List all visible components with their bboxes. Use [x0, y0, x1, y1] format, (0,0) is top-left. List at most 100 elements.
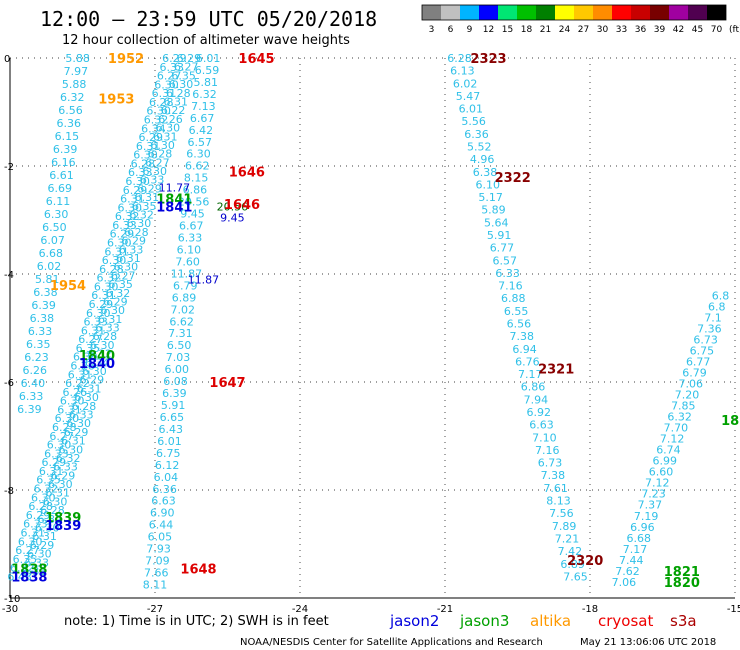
swh-value: 6.02 — [37, 260, 62, 273]
swh-value: 6.30 — [118, 201, 143, 214]
swh-value: 7.60 — [175, 255, 200, 268]
swh-value: 6.02 — [453, 77, 478, 90]
colorbar-swatch — [669, 5, 688, 20]
swh-value: 6.63 — [151, 495, 176, 508]
swh-value: 6.31 — [120, 193, 145, 206]
swh-value: 6.00 — [165, 363, 190, 376]
swh-value: 6.33 — [159, 61, 184, 74]
swh-value: 5.56 — [461, 115, 486, 128]
time-label: 2320 — [567, 554, 603, 569]
swh-value: 6.33 — [25, 556, 50, 569]
swh-value: 7.17 — [623, 543, 648, 556]
swh-value: 6.11 — [46, 195, 71, 208]
swh-value: 6.29 — [80, 374, 105, 387]
swh-value: 6.73 — [693, 334, 718, 347]
swh-value: 6.50 — [167, 339, 192, 352]
time-label: 1646 — [224, 198, 260, 213]
swh-value: 6.33 — [53, 461, 78, 474]
swh-value: 6.43 — [7, 570, 32, 583]
swh-value: 6.30 — [60, 395, 85, 408]
swh-value: 6.38 — [473, 166, 498, 179]
y-tick-label: 0 — [4, 54, 10, 65]
swh-value: 6.67 — [190, 112, 215, 125]
colorbar-swatch — [650, 5, 669, 20]
swh-value: 6.35 — [13, 553, 38, 566]
time-label: 1953 — [98, 93, 134, 108]
swh-value: 7.42 — [558, 545, 583, 558]
swh-value: 6.27 — [78, 333, 103, 346]
colorbar-swatch — [479, 5, 498, 20]
swh-value: 6.30 — [55, 412, 80, 425]
swh-value: 6.30 — [47, 439, 72, 452]
swh-value: 7.97 — [64, 65, 89, 78]
swh-value: 6.57 — [493, 254, 518, 267]
time-label: 1820 — [664, 576, 700, 591]
swh-value: 6.31 — [77, 382, 102, 395]
swh-value: 6.01 — [157, 435, 182, 448]
swh-value: 6.31 — [68, 368, 93, 381]
swh-value: 6.33 — [128, 166, 153, 179]
swh-value: 6.31 — [153, 130, 178, 143]
swh-value: 6.22 — [65, 377, 90, 390]
colorbar-label: 24 — [559, 25, 571, 35]
swh-value: 6.16 — [51, 156, 76, 169]
swh-value: 6.56 — [507, 318, 532, 331]
time-label: 2322 — [495, 171, 531, 186]
colorbar-swatch — [441, 5, 460, 20]
swh-value: 7.93 — [146, 543, 171, 556]
swh-value: 6.30 — [156, 122, 181, 135]
swh-value: 7.36 — [697, 323, 722, 336]
swh-value: 6.31 — [152, 87, 177, 100]
swh-value: 7.06 — [612, 576, 637, 589]
satellite-legend-item: s3a — [670, 612, 697, 630]
colorbar-label: 42 — [673, 25, 684, 35]
swh-value: 6.31 — [104, 245, 129, 258]
time-label: 1840 — [79, 357, 115, 372]
y-tick-label: -10 — [4, 594, 20, 605]
swh-value: 6.10 — [177, 243, 202, 256]
swh-value: 7.37 — [638, 499, 663, 512]
swh-value: 6.32 — [144, 114, 169, 127]
swh-value: 7.65 — [563, 570, 588, 583]
swh-value: 6.34 — [85, 356, 110, 369]
swh-value: 6.32 — [115, 210, 140, 223]
swh-value: 6.27 — [174, 61, 199, 74]
swh-value: 6.94 — [512, 343, 537, 356]
colorbar-swatch — [707, 5, 726, 20]
swh-value: 6.01 — [459, 103, 484, 116]
time-label: 2321 — [538, 363, 574, 378]
swh-value: 6.89 — [172, 291, 197, 304]
swh-value: 6.92 — [526, 406, 551, 419]
swh-value: 6.32 — [60, 91, 85, 104]
swh-value: 7.13 — [191, 100, 216, 113]
swh-value: 8.13 — [546, 495, 571, 508]
swh-value: 5.64 — [484, 216, 509, 229]
colorbar-label: 15 — [502, 25, 513, 35]
footer-note: note: 1) Time is in UTC; 2) SWH is in fe… — [64, 614, 329, 629]
swh-value: 7.62 — [615, 565, 640, 578]
swh-value: 6.30 — [133, 149, 158, 162]
swh-value: 6.65 — [160, 411, 185, 424]
swh-value: 6.33 — [119, 243, 144, 256]
swh-value: 7.94 — [524, 393, 549, 406]
x-tick-label: -27 — [147, 604, 163, 615]
swh-value: 6.68 — [626, 532, 651, 545]
swh-value: 6.76 — [515, 355, 540, 368]
swh-value: 6.39 — [162, 387, 187, 400]
swh-value: 6.30 — [186, 148, 211, 161]
swh-value: 7.20 — [675, 389, 700, 402]
time-label: 1954 — [50, 279, 86, 294]
swh-value: 6.30 — [27, 548, 52, 561]
swh-value: 6.27 — [15, 544, 40, 557]
swh-value: 7.19 — [634, 510, 659, 523]
swh-value: 6.36 — [464, 128, 489, 141]
swh-value: 6.29 — [122, 235, 147, 248]
swh-value: 6.31 — [98, 313, 123, 326]
swh-value: 6.29 — [123, 184, 148, 197]
swh-value: 6.30 — [169, 78, 194, 91]
swh-value: 7.85 — [671, 400, 696, 413]
swh-value: 6.32 — [97, 272, 122, 285]
swh-value: 6.33 — [83, 316, 108, 329]
swh-value: 6.30 — [125, 175, 150, 188]
swh-value: 7.17 — [518, 368, 543, 381]
